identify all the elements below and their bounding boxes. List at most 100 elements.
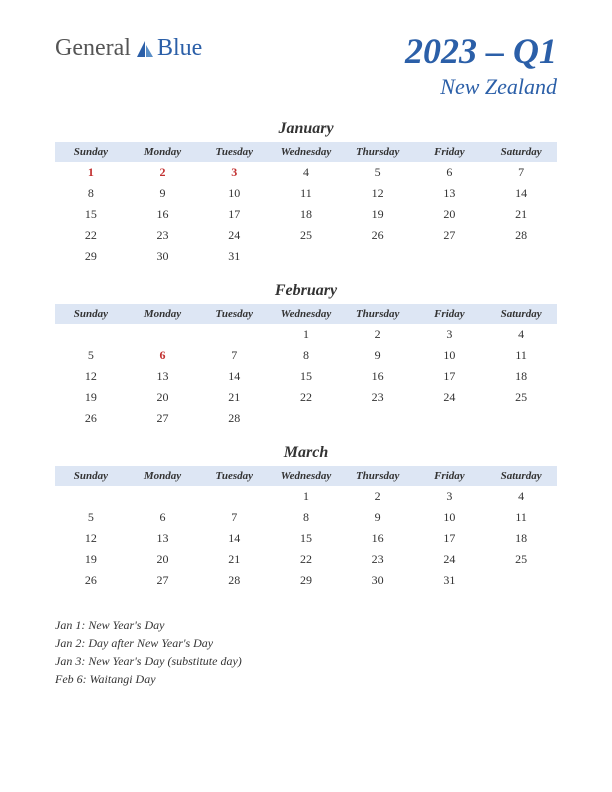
calendar-cell: 13 (127, 366, 199, 387)
holiday-item: Jan 1: New Year's Day (55, 616, 557, 634)
calendar-cell: 21 (198, 387, 270, 408)
calendar-cell: 18 (270, 204, 342, 225)
calendar-cell: 9 (342, 345, 414, 366)
calendar-cell: 23 (127, 225, 199, 246)
calendar-cell: 30 (127, 246, 199, 267)
calendar-cell: 4 (485, 486, 557, 507)
calendar-cell: 6 (127, 507, 199, 528)
holiday-item: Jan 3: New Year's Day (substitute day) (55, 652, 557, 670)
logo-text-general: General (55, 35, 131, 62)
calendar-cell: 16 (127, 204, 199, 225)
day-header: Saturday (485, 142, 557, 162)
calendar-cell: 26 (55, 570, 127, 591)
day-header: Sunday (55, 304, 127, 324)
calendar-cell: 4 (485, 324, 557, 345)
calendar-cell: 14 (485, 183, 557, 204)
calendar-row: 19202122232425 (55, 387, 557, 408)
day-header: Thursday (342, 142, 414, 162)
calendar-cell: 8 (270, 507, 342, 528)
calendar-cell: 13 (127, 528, 199, 549)
month-name: February (55, 282, 557, 300)
calendar-cell: 17 (414, 528, 486, 549)
calendar-cell: 19 (55, 387, 127, 408)
day-header: Tuesday (198, 304, 270, 324)
calendar-cell (414, 408, 486, 429)
logo-text-blue: Blue (157, 35, 202, 62)
calendar-cell: 1 (270, 486, 342, 507)
calendar-cell: 28 (198, 570, 270, 591)
calendar-cell: 5 (55, 507, 127, 528)
calendar-cell: 5 (342, 162, 414, 183)
calendar-cell (127, 486, 199, 507)
calendar-cell: 7 (198, 345, 270, 366)
day-header: Wednesday (270, 142, 342, 162)
holiday-item: Jan 2: Day after New Year's Day (55, 634, 557, 652)
calendar-cell: 1 (270, 324, 342, 345)
calendar-cell: 21 (485, 204, 557, 225)
calendar-cell: 28 (198, 408, 270, 429)
calendar-cell (55, 486, 127, 507)
calendar-cell (198, 486, 270, 507)
calendar-cell: 24 (414, 549, 486, 570)
day-header: Tuesday (198, 466, 270, 486)
calendar-row: 262728 (55, 408, 557, 429)
calendar-cell: 3 (414, 486, 486, 507)
day-header: Friday (414, 466, 486, 486)
calendar-cell (342, 246, 414, 267)
calendar-cell: 16 (342, 366, 414, 387)
calendar-cell: 15 (270, 366, 342, 387)
calendar-cell (485, 246, 557, 267)
calendar-cell: 18 (485, 366, 557, 387)
calendar-cell: 4 (270, 162, 342, 183)
calendar-cell: 12 (55, 366, 127, 387)
calendar-cell: 26 (342, 225, 414, 246)
calendar-row: 567891011 (55, 345, 557, 366)
calendar-cell: 12 (342, 183, 414, 204)
calendar-cell: 17 (198, 204, 270, 225)
month-name: March (55, 444, 557, 462)
day-header: Sunday (55, 142, 127, 162)
day-header: Sunday (55, 466, 127, 486)
calendar-cell: 27 (127, 570, 199, 591)
calendar-cell: 29 (270, 570, 342, 591)
calendar-cell: 5 (55, 345, 127, 366)
calendar-cell: 25 (270, 225, 342, 246)
calendar-cell: 30 (342, 570, 414, 591)
calendar-cell: 11 (485, 507, 557, 528)
calendar-cell: 21 (198, 549, 270, 570)
header: General Blue 2023 – Q1 New Zealand (55, 30, 557, 100)
calendar-cell: 6 (127, 345, 199, 366)
calendar-cell: 8 (270, 345, 342, 366)
calendar-cell: 22 (270, 387, 342, 408)
day-header: Friday (414, 142, 486, 162)
calendar-cell: 15 (270, 528, 342, 549)
calendar-cell (342, 408, 414, 429)
calendar-cell: 23 (342, 387, 414, 408)
calendar-cell: 28 (485, 225, 557, 246)
calendar-cell: 19 (342, 204, 414, 225)
calendar-cell: 25 (485, 549, 557, 570)
calendar-cell (55, 324, 127, 345)
country-title: New Zealand (405, 74, 557, 100)
calendar-table: SundayMondayTuesdayWednesdayThursdayFrid… (55, 466, 557, 591)
calendar-cell: 7 (485, 162, 557, 183)
calendar-cell: 19 (55, 549, 127, 570)
calendar-cell: 22 (270, 549, 342, 570)
calendar-cell: 9 (127, 183, 199, 204)
calendar-cell (485, 570, 557, 591)
calendar-cell: 20 (414, 204, 486, 225)
day-header: Monday (127, 304, 199, 324)
calendar-cell: 2 (342, 324, 414, 345)
calendar-cell: 2 (127, 162, 199, 183)
calendar-cell: 23 (342, 549, 414, 570)
holiday-item: Feb 6: Waitangi Day (55, 670, 557, 688)
calendar-cell: 24 (198, 225, 270, 246)
day-header: Saturday (485, 304, 557, 324)
calendar-row: 891011121314 (55, 183, 557, 204)
calendar-cell: 27 (414, 225, 486, 246)
calendar-cell: 14 (198, 528, 270, 549)
day-header: Wednesday (270, 304, 342, 324)
day-header: Monday (127, 142, 199, 162)
calendar-cell: 22 (55, 225, 127, 246)
calendar-cell: 20 (127, 387, 199, 408)
